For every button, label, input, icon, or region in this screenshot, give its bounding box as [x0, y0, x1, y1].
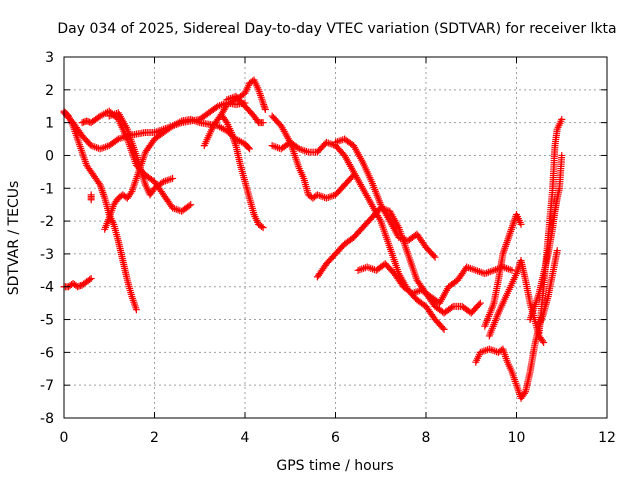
series-track-o [354, 260, 516, 307]
data-point [476, 299, 484, 307]
x-tick-label: 6 [331, 430, 340, 446]
data-point [86, 276, 94, 284]
data-point [187, 201, 195, 209]
data-point [440, 325, 448, 333]
series-track-g [105, 109, 177, 199]
series-track-j [223, 92, 267, 127]
x-tick-label: 12 [598, 430, 616, 446]
grid [64, 57, 607, 418]
data-point [87, 196, 95, 204]
x-tick-label: 2 [150, 430, 159, 446]
data-point [132, 306, 140, 314]
data-point [222, 117, 230, 125]
data-point [540, 339, 548, 347]
data-point [448, 304, 456, 312]
x-tick-label: 8 [422, 430, 431, 446]
series-track-i [218, 112, 267, 232]
data-point [517, 220, 525, 228]
data-point [553, 247, 561, 255]
data-point [185, 202, 193, 210]
data-point [439, 324, 447, 332]
data-point [246, 145, 254, 153]
data-point [261, 106, 269, 114]
x-tick-label: 10 [508, 430, 526, 446]
chart-title: Day 034 of 2025, Sidereal Day-to-day VTE… [57, 21, 616, 37]
data-point [558, 151, 566, 159]
y-tick-label: -8 [40, 411, 54, 427]
data-point [258, 223, 266, 231]
series-track-r [485, 256, 548, 347]
data-point [431, 253, 439, 261]
y-tick-label: -7 [40, 378, 54, 394]
data-point [95, 179, 103, 187]
series-track-l [268, 138, 448, 333]
data-point [539, 337, 547, 345]
y-tick-label: -4 [40, 280, 54, 296]
series-track-q [481, 211, 525, 330]
data-point [558, 115, 566, 123]
series-track-t [535, 115, 566, 337]
data-point [430, 252, 438, 260]
y-tick-label: 1 [45, 116, 54, 132]
series-track-m [313, 204, 484, 317]
series-track-c [60, 275, 95, 291]
data-point [259, 119, 267, 127]
data-point [169, 174, 177, 182]
series-track-b [60, 107, 140, 314]
y-tick-label: -5 [40, 313, 54, 329]
y-tick-label: -6 [40, 345, 54, 361]
data-point [87, 275, 95, 283]
series-track-n [332, 135, 439, 261]
x-axis-label: GPS time / hours [276, 458, 393, 474]
y-tick-label: 2 [45, 83, 54, 99]
data-point [259, 224, 267, 232]
data-point [475, 301, 483, 309]
data-point [520, 389, 528, 397]
y-tick-label: -2 [40, 214, 54, 230]
data-point [244, 144, 252, 152]
y-tick-label: -3 [40, 247, 54, 263]
y-tick-label: 3 [45, 50, 54, 66]
y-tick-label: -1 [40, 181, 54, 197]
x-tick-label: 0 [60, 430, 69, 446]
data-point [127, 189, 135, 197]
y-tick-label: 0 [45, 148, 54, 164]
y-axis-label: SDTVAR / TECUs [6, 181, 22, 296]
series-track-f [87, 191, 95, 204]
x-tick-label: 4 [241, 430, 250, 446]
data-marks [60, 76, 566, 402]
